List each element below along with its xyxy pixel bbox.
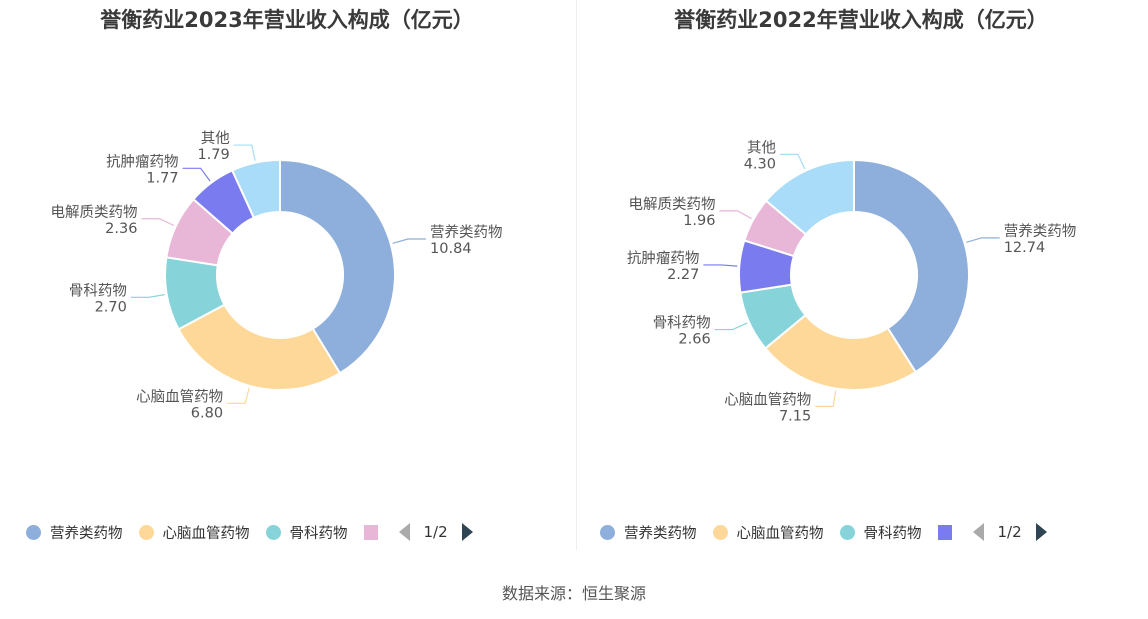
legend-dot bbox=[363, 524, 378, 540]
slice-category-label: 营养类药物 bbox=[430, 224, 503, 241]
legend-label: 心脑血管药物 bbox=[162, 525, 250, 542]
legend-item[interactable]: 营养类药物 bbox=[600, 522, 697, 543]
legend: 营养类药物 心脑血管药物 骨科药物 1/2 bbox=[600, 518, 1047, 546]
label-leader-line bbox=[182, 167, 211, 182]
chart-panel-2022: 誉衡药业2022年营业收入构成（亿元） 营养类药物 12.74 心脑血管药物 7.15… bbox=[574, 0, 1148, 560]
legend-item[interactable]: 营养类药物 bbox=[26, 522, 123, 543]
legend-dot bbox=[712, 524, 728, 540]
legend-label: 心脑血管药物 bbox=[736, 525, 824, 542]
label-leader-line bbox=[141, 218, 175, 227]
legend-dot bbox=[839, 524, 855, 540]
legend-dot bbox=[138, 524, 154, 540]
slice-value-label: 1.77 bbox=[146, 170, 178, 186]
label-leader-line bbox=[233, 144, 256, 161]
legend-page-number: 1/2 bbox=[423, 523, 448, 541]
slice-category-label: 骨科药物 bbox=[653, 315, 711, 332]
label-leader-line bbox=[719, 210, 752, 220]
chart-title: 誉衡药业2022年营业收入构成（亿元） bbox=[674, 8, 1048, 32]
legend-item[interactable]: 心脑血管药物 bbox=[138, 522, 250, 543]
label-leader-line bbox=[966, 237, 1000, 243]
legend-item-partial[interactable] bbox=[937, 524, 961, 540]
legend-page-number: 1/2 bbox=[997, 523, 1022, 541]
slice-value-label: 1.96 bbox=[683, 213, 715, 229]
donut-slice[interactable] bbox=[764, 313, 918, 391]
label-leader-line bbox=[703, 264, 738, 267]
slice-category-label: 电解质类药物 bbox=[50, 204, 137, 221]
slice-value-label: 4.30 bbox=[744, 156, 776, 172]
label-leader-line bbox=[227, 387, 250, 404]
donut-slice[interactable] bbox=[230, 158, 281, 220]
slice-category-label: 心脑血管药物 bbox=[136, 388, 223, 405]
legend-item[interactable]: 骨科药物 bbox=[839, 522, 922, 543]
label-leader-line bbox=[392, 238, 427, 244]
legend-dot bbox=[26, 524, 41, 540]
legend-label: 骨科药物 bbox=[863, 525, 922, 542]
slice-value-label: 2.66 bbox=[678, 332, 710, 348]
legend-item[interactable]: 心脑血管药物 bbox=[712, 522, 824, 543]
legend-label: 营养类药物 bbox=[50, 525, 123, 542]
label-leader-line bbox=[130, 294, 165, 298]
legend-label: 骨科药物 bbox=[289, 525, 348, 542]
next-page-icon[interactable] bbox=[461, 523, 473, 541]
slice-category-label: 电解质类药物 bbox=[628, 196, 715, 213]
donut-slice[interactable] bbox=[279, 158, 396, 375]
slice-value-label: 7.15 bbox=[779, 408, 811, 424]
donut-slice[interactable] bbox=[177, 303, 342, 391]
donut-slice[interactable] bbox=[764, 158, 855, 236]
panel-divider bbox=[576, 0, 577, 550]
chart-title: 誉衡药业2023年营业收入构成（亿元） bbox=[100, 8, 474, 32]
legend-dot bbox=[265, 524, 281, 540]
legend: 营养类药物 心脑血管药物 骨科药物 1/2 bbox=[26, 518, 473, 546]
label-leader-line bbox=[714, 322, 748, 331]
slice-category-label: 其他 bbox=[201, 130, 230, 147]
legend-pager: 1/2 bbox=[398, 523, 473, 541]
slice-value-label: 2.70 bbox=[95, 299, 127, 315]
slice-value-label: 2.27 bbox=[667, 267, 699, 283]
data-source-note: 数据来源：恒生聚源 bbox=[501, 584, 646, 603]
slice-value-label: 10.84 bbox=[430, 241, 472, 257]
legend-label: 营养类药物 bbox=[624, 525, 697, 542]
legend-dot bbox=[600, 524, 615, 540]
legend-pager: 1/2 bbox=[972, 523, 1047, 541]
slice-category-label: 营养类药物 bbox=[1004, 223, 1076, 240]
slice-category-label: 心脑血管药物 bbox=[724, 391, 811, 408]
prev-page-icon[interactable] bbox=[972, 523, 984, 541]
prev-page-icon[interactable] bbox=[398, 523, 410, 541]
next-page-icon[interactable] bbox=[1035, 523, 1047, 541]
slice-category-label: 抗肿瘤药物 bbox=[106, 153, 179, 170]
legend-item[interactable]: 骨科药物 bbox=[265, 522, 348, 543]
slice-category-label: 抗肿瘤药物 bbox=[627, 250, 700, 267]
slice-value-label: 6.80 bbox=[191, 405, 223, 421]
slice-value-label: 2.36 bbox=[105, 221, 137, 237]
legend-dot bbox=[937, 524, 952, 540]
slice-category-label: 其他 bbox=[747, 139, 776, 156]
slice-value-label: 1.79 bbox=[197, 147, 229, 163]
label-leader-line bbox=[815, 390, 837, 407]
slice-category-label: 骨科药物 bbox=[69, 282, 127, 299]
slice-value-label: 12.74 bbox=[1004, 240, 1046, 256]
donut-slice[interactable] bbox=[853, 158, 970, 374]
label-leader-line bbox=[779, 153, 806, 170]
legend-item-partial[interactable] bbox=[363, 524, 387, 540]
chart-panel-2023: 誉衡药业2023年营业收入构成（亿元） 营养类药物 10.84 心脑血管药物 6.80… bbox=[0, 0, 574, 560]
